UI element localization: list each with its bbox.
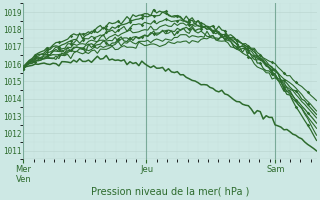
X-axis label: Pression niveau de la mer( hPa ): Pression niveau de la mer( hPa ): [91, 187, 249, 197]
